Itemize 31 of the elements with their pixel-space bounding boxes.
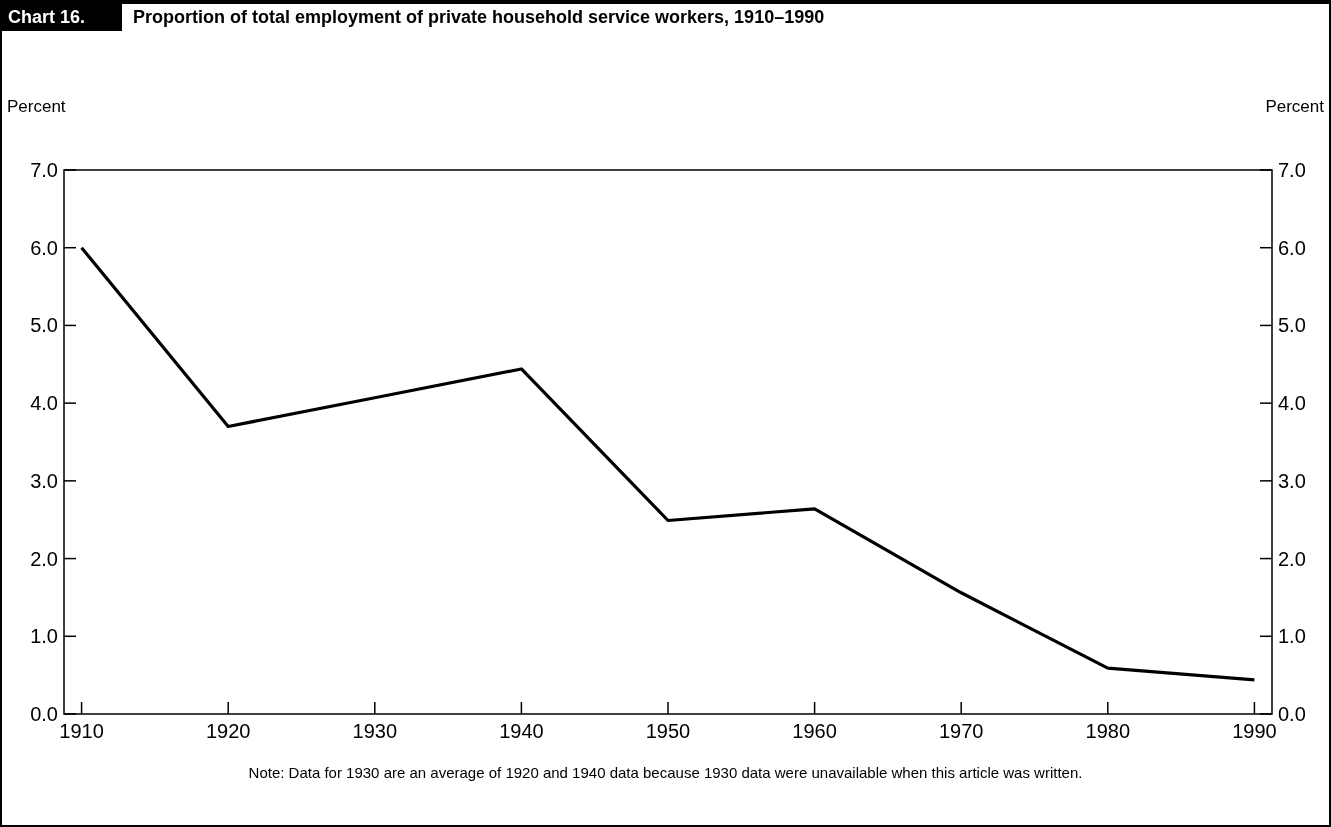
y2-tick-label: 4.0 — [1278, 392, 1306, 415]
x-tick-label: 1970 — [938, 720, 984, 742]
x-tick-label: 1980 — [1085, 720, 1131, 742]
x-tick-label: 1940 — [499, 720, 544, 742]
x-tick-label: 1910 — [59, 720, 104, 742]
y2-tick-label: 5.0 — [1278, 314, 1306, 337]
y-tick-label: 2.0 — [30, 547, 58, 570]
y2-tick-label: 3.0 — [1278, 469, 1306, 492]
y-axis-title: Percent — [7, 97, 66, 116]
y-tick-label: 3.0 — [30, 469, 58, 492]
text: Note: Data for 1930 are an average of 1920 and 1940 data because 1930 data were unavailable when this article was written. — [248, 764, 1083, 781]
y2-tick-label: 1.0 — [1278, 625, 1306, 648]
y-tick-label: 5.0 — [30, 314, 58, 337]
y-tick-label: 4.0 — [30, 392, 58, 415]
y-tick-label: 1.0 — [30, 625, 58, 648]
chart-title: Proportion of total employment of private household service workers, 1910–1990 — [133, 7, 825, 27]
y2-axis-title: Percent — [1265, 97, 1325, 116]
y-tick-label: 0.0 — [30, 703, 58, 725]
x-tick-label: 1990 — [1232, 720, 1277, 742]
x-tick-label: 1930 — [352, 720, 398, 742]
caption: Chart 16. — [8, 7, 86, 27]
y2-tick-label: 0.0 — [1278, 703, 1306, 725]
x-tick-label: 1950 — [645, 720, 691, 742]
y-tick-label: 6.0 — [30, 236, 58, 259]
y2-tick-label: 6.0 — [1278, 236, 1306, 259]
y2-tick-label: 7.0 — [1278, 159, 1306, 181]
y2-tick-label: 2.0 — [1278, 547, 1306, 570]
y-tick-label: 7.0 — [30, 159, 58, 181]
line-series — [79, 246, 1257, 682]
x-tick-label: 1960 — [792, 720, 837, 742]
x-tick-label: 1920 — [205, 720, 251, 742]
